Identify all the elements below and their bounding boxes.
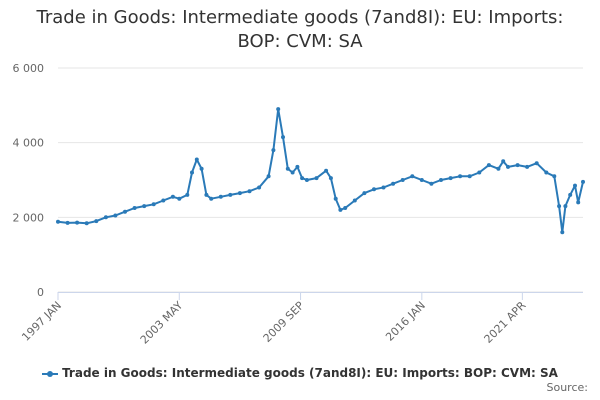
data-point — [237, 191, 242, 196]
data-point — [103, 215, 108, 220]
data-point — [290, 170, 295, 175]
data-point — [113, 213, 118, 218]
data-point — [161, 198, 166, 203]
legend[interactable]: Trade in Goods: Intermediate goods (7and… — [0, 366, 600, 380]
data-point — [501, 159, 506, 164]
data-point — [247, 189, 252, 194]
x-axis: 1997 JAN 2003 MAY 2009 SEP 2016 JAN 2021 APR — [19, 292, 583, 347]
data-point — [467, 174, 472, 179]
data-point — [534, 161, 539, 166]
data-point — [525, 164, 530, 169]
chart-title-line-1: Trade in Goods: Intermediate goods (7and… — [36, 7, 564, 28]
data-point — [391, 181, 396, 186]
data-point — [295, 164, 300, 169]
series-layer — [56, 107, 585, 235]
x-tick-label: 2021 APR — [482, 299, 529, 346]
data-point — [381, 185, 386, 190]
data-point — [123, 209, 127, 214]
data-point — [343, 206, 348, 210]
data-point — [281, 135, 285, 140]
data-point — [573, 183, 577, 188]
data-point — [362, 191, 367, 196]
data-point — [194, 157, 199, 162]
data-point — [400, 178, 405, 182]
gridlines — [58, 67, 583, 293]
legend-series-label: Trade in Goods: Intermediate goods (7and… — [62, 366, 558, 380]
data-point — [333, 196, 338, 201]
data-point — [515, 163, 520, 168]
data-point — [560, 230, 565, 235]
data-point — [56, 219, 60, 224]
data-point — [557, 204, 562, 209]
data-point — [581, 179, 585, 184]
data-point — [486, 163, 491, 168]
data-point — [439, 178, 443, 182]
data-point — [410, 174, 415, 179]
chart-title: Trade in Goods: Intermediate goods (7and… — [0, 6, 600, 54]
data-point — [448, 176, 453, 181]
x-tick-label: 1997 JAN — [19, 299, 64, 344]
data-point — [552, 174, 557, 179]
data-point — [190, 170, 194, 175]
data-point — [142, 204, 147, 209]
chart-title-line-2: BOP: CVM: SA — [237, 31, 363, 52]
data-point — [324, 168, 329, 173]
data-point — [563, 204, 568, 209]
data-point — [506, 164, 510, 169]
data-point — [228, 192, 233, 197]
data-point — [65, 220, 70, 225]
data-point — [372, 187, 376, 192]
data-point — [352, 198, 357, 203]
data-point — [199, 166, 204, 171]
data-point — [419, 178, 424, 182]
data-point — [338, 207, 343, 212]
y-tick-label: 6 000 — [13, 62, 45, 75]
data-point — [568, 192, 573, 197]
data-point — [271, 148, 276, 153]
credit-text[interactable]: Source: — [546, 381, 589, 394]
data-point — [276, 107, 281, 112]
data-point — [204, 192, 209, 197]
data-point — [185, 192, 190, 197]
data-point — [132, 206, 137, 210]
y-tick-label: 4 000 — [13, 137, 45, 150]
y-tick-label: 2 000 — [13, 211, 45, 224]
data-point — [477, 170, 482, 175]
data-point — [75, 220, 80, 225]
data-point — [218, 194, 223, 199]
data-point — [304, 178, 309, 182]
x-tick-label: 2016 JAN — [383, 299, 428, 344]
data-point — [314, 176, 319, 181]
data-point — [300, 176, 305, 181]
data-point — [496, 166, 501, 171]
y-axis: 0 2 000 4 000 6 000 — [13, 62, 45, 299]
data-point — [84, 221, 89, 226]
data-point — [266, 174, 271, 179]
data-point — [328, 176, 333, 181]
data-point — [170, 194, 175, 199]
data-point — [458, 174, 463, 179]
data-point — [94, 219, 99, 224]
data-point — [576, 200, 581, 205]
data-point — [151, 202, 156, 207]
series-line — [57, 108, 584, 234]
legend-series-marker — [42, 370, 59, 377]
x-tick-label: 2009 SEP — [261, 299, 307, 345]
data-point — [177, 196, 182, 201]
data-point — [544, 170, 549, 175]
data-point — [285, 166, 290, 171]
y-tick-label: 0 — [37, 286, 44, 299]
data-point — [209, 196, 214, 201]
data-point — [429, 181, 434, 186]
x-tick-label: 2003 MAY — [138, 299, 186, 347]
data-point — [257, 185, 262, 190]
